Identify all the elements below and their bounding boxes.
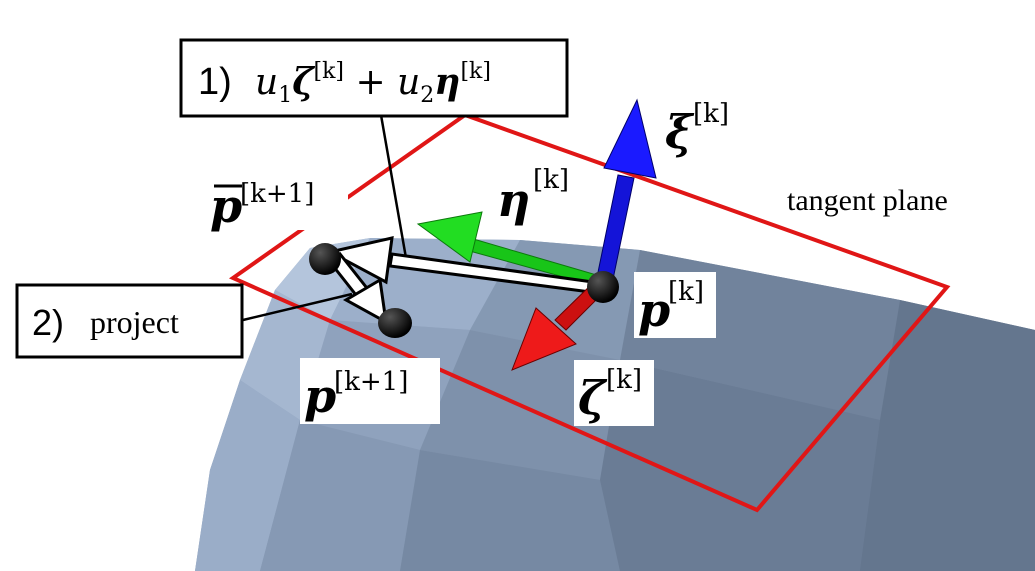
svg-text:[k]: [k] (693, 99, 729, 129)
step2-label-box: 2) project (15, 283, 244, 359)
point-p-k1 (378, 308, 412, 338)
step1-number: 1) (198, 61, 232, 103)
p-bar-k1-label: p [k+1] (204, 170, 348, 233)
point-p-bar-k1 (309, 243, 341, 275)
step2-leader-line (242, 292, 353, 322)
step1-leader-line (379, 114, 408, 259)
point-p-k (587, 271, 619, 303)
svg-text:[k]: [k] (533, 165, 569, 195)
tangent-plane-outline (228, 112, 951, 513)
p-k-label: p [k] (634, 272, 716, 338)
svg-text:η: η (497, 173, 530, 227)
step1-label-box: 1) u1ζ[k] + u2η[k] (179, 38, 569, 118)
svg-text:[k]: [k] (668, 277, 704, 307)
svg-text:ξ: ξ (665, 105, 695, 159)
svg-text:[k+1]: [k+1] (240, 179, 314, 209)
svg-text:p: p (638, 283, 670, 337)
eta-label: η [k] (492, 160, 582, 227)
zeta-label: ζ [k] (574, 360, 654, 426)
svg-text:p: p (210, 179, 242, 233)
step2-projection-arrow (327, 251, 388, 325)
p-k1-label: p [k+1] (300, 358, 440, 424)
xi-label: ξ [k] (665, 99, 729, 159)
svg-text:[k]: [k] (606, 365, 642, 395)
mesh-surface (195, 238, 1035, 571)
step1-formula: u1ζ[k] + u2η[k] (255, 59, 491, 108)
xi-arrow (595, 98, 657, 285)
svg-text:p: p (304, 369, 336, 423)
step2-number: 2) (32, 302, 64, 343)
svg-text:ζ: ζ (578, 371, 608, 425)
svg-text:[k+1]: [k+1] (334, 367, 408, 397)
step2-text: project (90, 304, 179, 340)
tangent-plane-label: tangent plane (787, 184, 948, 217)
